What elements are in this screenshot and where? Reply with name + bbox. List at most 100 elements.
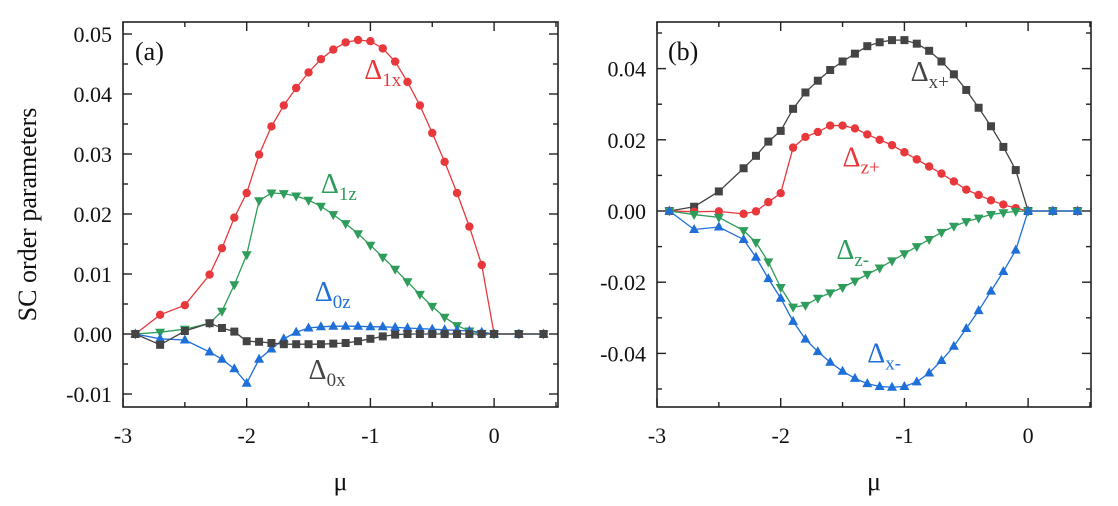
data-point	[911, 376, 922, 386]
data-point	[949, 177, 959, 186]
data-point	[936, 355, 947, 365]
data-point	[241, 251, 252, 261]
data-point	[962, 185, 971, 194]
data-point	[937, 57, 946, 66]
data-point	[788, 303, 799, 313]
data-point	[961, 322, 972, 332]
data-point	[229, 281, 240, 291]
data-point	[254, 353, 265, 363]
data-point	[341, 339, 350, 347]
data-point	[353, 230, 364, 240]
data-point	[801, 88, 810, 97]
x-axis-title: μ	[334, 467, 348, 496]
data-point	[739, 164, 748, 173]
data-point	[329, 339, 338, 348]
data-point	[664, 205, 675, 215]
data-point	[714, 207, 724, 216]
x-tick-label: -2	[238, 423, 256, 448]
data-point	[838, 121, 847, 130]
data-point	[155, 310, 165, 319]
data-point	[863, 130, 872, 139]
data-point	[415, 101, 425, 110]
data-point	[390, 265, 401, 275]
series-label-sub: z-	[854, 250, 869, 271]
data-point	[750, 251, 761, 261]
data-point	[899, 250, 910, 260]
data-point	[402, 322, 413, 332]
data-point	[179, 334, 190, 344]
series-label-sub: 0x	[327, 370, 347, 391]
series-label-sub: 1x	[382, 70, 402, 91]
data-point	[874, 264, 885, 274]
data-point	[440, 157, 449, 166]
panel-label: (b)	[668, 37, 698, 66]
data-point	[428, 128, 437, 138]
data-point	[837, 284, 848, 294]
data-point	[713, 213, 724, 223]
data-point	[353, 35, 363, 45]
data-point	[428, 330, 437, 338]
data-point	[217, 244, 227, 253]
data-point	[304, 340, 313, 349]
series-label-0z: Δ0z	[315, 277, 351, 313]
data-point	[924, 367, 935, 377]
data-point	[985, 211, 996, 221]
x-tick-label: -1	[361, 423, 379, 448]
y-axis-title: SC order parameters	[13, 108, 42, 322]
data-point	[341, 38, 350, 47]
data-point	[180, 327, 189, 335]
data-point	[899, 381, 910, 391]
data-point	[763, 273, 774, 283]
data-point	[998, 209, 1009, 219]
data-point	[378, 332, 387, 341]
data-point	[255, 337, 264, 346]
panel-label: (a)	[135, 37, 164, 66]
data-point	[775, 284, 786, 294]
y-tick-label: -0.01	[66, 382, 112, 407]
data-point	[539, 330, 548, 338]
data-point	[229, 363, 240, 373]
data-point	[230, 213, 239, 222]
data-point	[764, 197, 773, 207]
data-point	[974, 103, 983, 112]
data-point	[315, 202, 326, 212]
data-point	[850, 49, 859, 58]
data-point	[254, 150, 264, 159]
y-tick-label: 0.04	[608, 57, 647, 82]
y-tick-label: 0.05	[74, 22, 113, 47]
y-tick-label: 0.04	[74, 82, 113, 107]
data-point	[751, 207, 761, 216]
series-1x	[131, 35, 548, 339]
data-point	[303, 196, 314, 206]
data-point	[291, 192, 302, 202]
data-point	[888, 36, 897, 45]
data-point	[887, 140, 897, 150]
series-label-1x: Δ1x	[364, 55, 402, 91]
data-point	[1072, 205, 1083, 215]
data-point	[999, 200, 1008, 209]
data-point	[812, 346, 823, 356]
data-point	[267, 122, 276, 131]
series-label-sub: z+	[861, 158, 880, 179]
data-point	[949, 70, 958, 79]
data-point	[514, 330, 523, 338]
data-point	[278, 190, 289, 200]
data-point	[391, 330, 400, 339]
series-label-sub: 1z	[339, 184, 357, 205]
data-point	[403, 77, 412, 87]
data-point	[242, 188, 251, 198]
data-point	[776, 189, 785, 198]
data-point	[440, 330, 449, 338]
data-point	[689, 224, 700, 234]
y-tick-label: 0.02	[74, 202, 113, 227]
data-point	[837, 365, 848, 375]
x-tick-label: -2	[772, 423, 790, 448]
data-point	[316, 340, 325, 349]
data-point	[303, 322, 314, 332]
data-point	[800, 333, 811, 343]
data-point	[713, 221, 724, 231]
data-point	[986, 196, 996, 205]
data-point	[689, 211, 700, 221]
series-label-sub: x-	[885, 353, 901, 374]
data-point	[452, 330, 461, 338]
